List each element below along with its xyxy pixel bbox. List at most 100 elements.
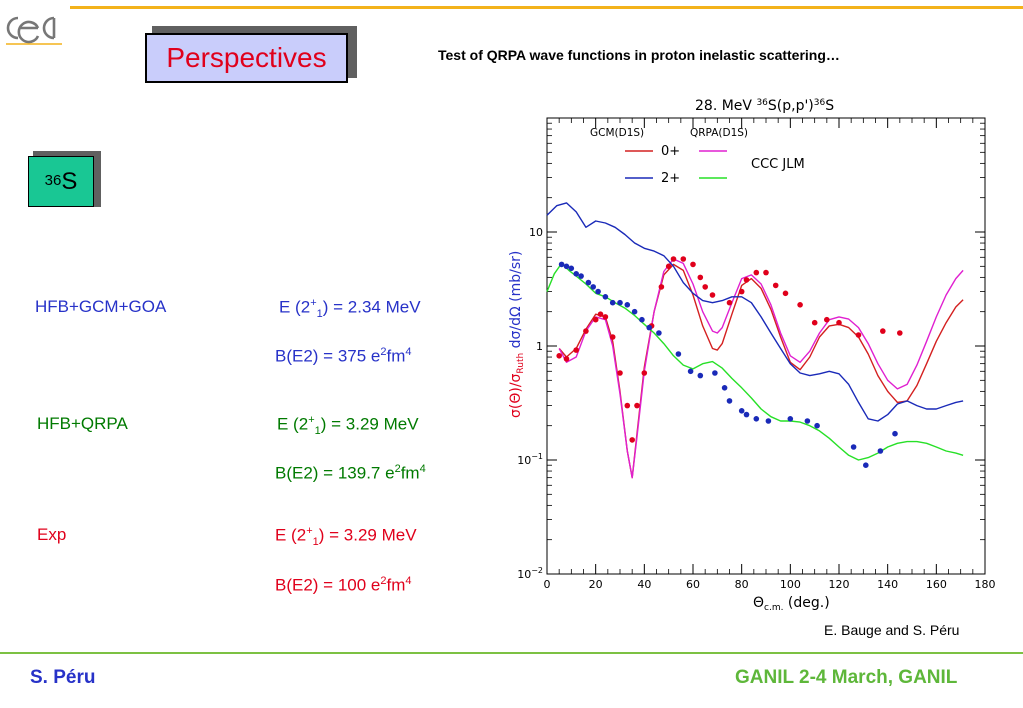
isotope-mass: 36 — [44, 172, 62, 189]
data-point-exp2 — [804, 418, 811, 424]
data-point-exp0 — [583, 328, 589, 334]
x-tick-label: 140 — [877, 578, 898, 591]
y-tick-label: 10−1 — [517, 452, 543, 467]
model-be2-qrpa: B(E2) = 139.7 e2fm4 — [275, 463, 426, 483]
data-point-exp0 — [880, 328, 886, 334]
data-point-exp2 — [578, 273, 584, 279]
data-point-exp2 — [590, 284, 596, 290]
legend: GCM(D1S) QRPA(D1S) 0+ 2+ CCC JLM — [590, 127, 805, 186]
y-axis-label: σ(Θ)/σRuth dσ/dΩ (mb/sr) — [508, 251, 526, 418]
series-line-qrpa0 — [558, 258, 964, 479]
data-point-exp0 — [824, 316, 830, 323]
footer-author: S. Péru — [30, 667, 96, 688]
data-point-exp0 — [597, 311, 604, 317]
model-energy-gcm: E (2+1) = 2.34 MeV — [279, 297, 421, 321]
legend-gcm-header: GCM(D1S) — [590, 127, 644, 139]
data-point-exp2 — [639, 316, 645, 323]
isotope-symbol: S — [61, 167, 78, 195]
x-tick-labels: 0 20 40 60 80 100 120 140 160 180 — [544, 578, 996, 591]
data-point-exp2 — [712, 370, 718, 376]
x-axis-label: Θc.m. (deg.) — [753, 595, 830, 613]
data-point-exp0 — [602, 314, 609, 320]
data-point-exp0 — [697, 274, 704, 281]
data-point-exp0 — [680, 256, 687, 262]
data-point-exp0 — [609, 334, 616, 340]
data-point-exp0 — [641, 370, 648, 376]
x-tick-label: 100 — [780, 578, 801, 591]
data-point-exp0 — [836, 319, 842, 326]
y-tick-label: 10−2 — [517, 566, 543, 581]
series-line-gcm2 — [546, 202, 964, 422]
x-tick-label: 60 — [686, 578, 700, 591]
data-point-exp2 — [738, 408, 745, 414]
data-point-exp0 — [563, 356, 570, 362]
data-point-exp2 — [646, 324, 652, 331]
series-line-qrpa2 — [546, 262, 964, 461]
data-point-exp2 — [656, 330, 662, 336]
x-tick-label: 40 — [637, 578, 651, 591]
data-point-exp2 — [558, 261, 565, 268]
data-point-exp0 — [709, 292, 716, 298]
data-point-exp2 — [743, 411, 750, 418]
data-point-exp0 — [726, 299, 733, 306]
top-accent-rule — [70, 6, 1023, 9]
y-tick-label: 1 — [536, 340, 543, 353]
figure-credit: E. Bauge and S. Péru — [824, 622, 960, 638]
data-point-exp2 — [631, 308, 638, 315]
model-energy-exp: E (2+1) = 3.29 MeV — [275, 525, 417, 549]
model-be2-gcm: B(E2) = 375 e2fm4 — [275, 346, 412, 366]
data-point-exp2 — [850, 444, 857, 450]
data-point-exp2 — [697, 372, 704, 379]
data-point-exp2 — [814, 422, 820, 429]
data-point-exp2 — [617, 299, 623, 306]
data-point-exp0 — [763, 269, 769, 276]
footer-event: GANIL 2-4 March, GANIL — [735, 667, 958, 688]
axis-ticks — [546, 117, 986, 575]
x-tick-label: 20 — [589, 578, 603, 591]
model-name-gcm: HFB+GCM+GOA — [35, 297, 167, 316]
data-point-exp2 — [877, 448, 884, 454]
data-point-exp2 — [573, 271, 579, 277]
data-point-exp2 — [568, 265, 575, 272]
data-point-exp2 — [863, 462, 869, 469]
data-point-exp0 — [738, 288, 745, 295]
data-point-exp0 — [624, 402, 631, 409]
data-point-exp2 — [602, 294, 609, 300]
chart-title: 28. MeV 36S(p,p')36S — [695, 98, 834, 114]
data-point-exp0 — [556, 353, 562, 359]
data-point-exp0 — [753, 269, 760, 276]
data-point-exp0 — [782, 290, 789, 297]
isotope-badge: 36 S — [28, 156, 94, 207]
footer-rule — [0, 652, 1023, 654]
slide-title: Perspectives — [145, 33, 348, 83]
data-point-exp2 — [675, 351, 682, 357]
data-point-exp0 — [811, 319, 818, 326]
data-point-exp0 — [797, 302, 803, 308]
model-name-exp: Exp — [37, 525, 67, 544]
legend-row-0plus: 0+ — [661, 144, 680, 159]
data-point-exp2 — [787, 416, 794, 422]
data-point-exp0 — [665, 263, 672, 270]
data-point-exp0 — [658, 284, 665, 290]
x-tick-label: 0 — [544, 578, 551, 591]
data-point-exp2 — [624, 302, 631, 308]
data-point-exp0 — [634, 402, 640, 409]
x-tick-label: 160 — [926, 578, 947, 591]
y-tick-label: 10 — [529, 226, 543, 239]
experimental-points — [556, 256, 903, 469]
x-tick-label: 180 — [975, 578, 996, 591]
data-point-exp0 — [690, 261, 696, 268]
data-point-exp0 — [897, 330, 903, 336]
model-energy-qrpa: E (2+1) = 3.29 MeV — [277, 414, 419, 438]
data-point-exp0 — [617, 370, 623, 376]
data-point-exp0 — [772, 282, 779, 289]
data-point-exp2 — [595, 288, 601, 295]
cross-section-chart: 28. MeV 36S(p,p')36S 10−2 10−1 1 10 0 20 40 60… — [508, 98, 996, 613]
legend-qrpa-header: QRPA(D1S) — [690, 127, 748, 139]
data-point-exp2 — [563, 263, 570, 270]
x-tick-label: 120 — [829, 578, 850, 591]
data-point-exp0 — [573, 347, 579, 353]
series-lines — [546, 202, 964, 479]
data-point-exp0 — [702, 284, 708, 290]
data-point-exp2 — [687, 368, 694, 375]
